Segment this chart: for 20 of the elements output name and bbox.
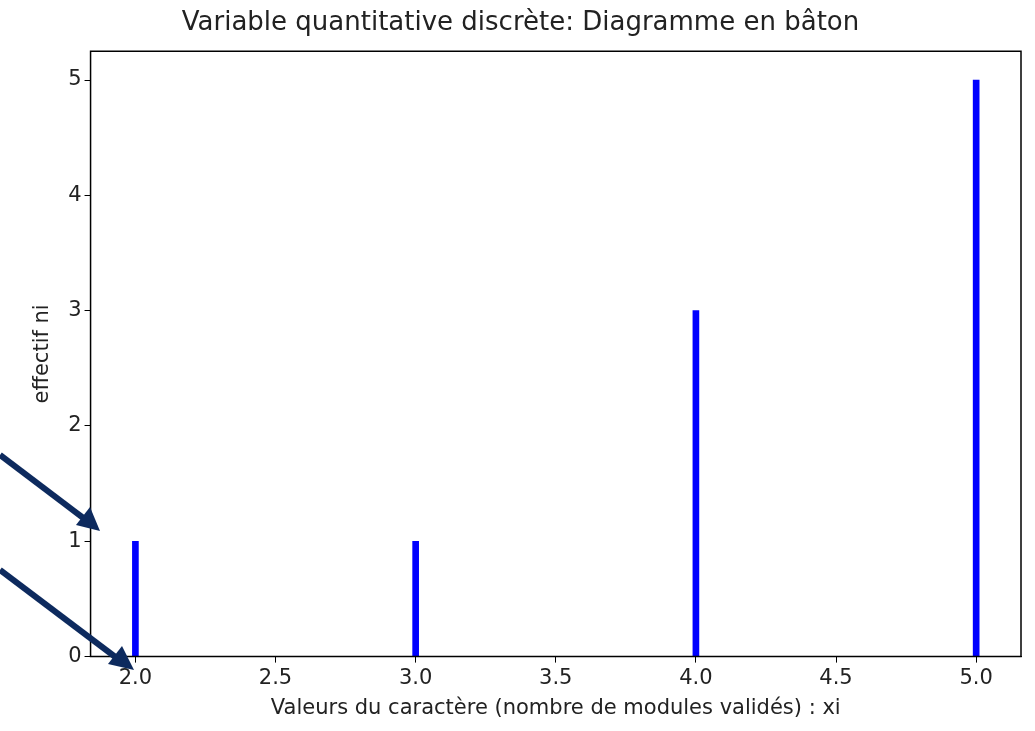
y-tick-label: 5 — [68, 66, 82, 91]
bar — [412, 540, 419, 657]
x-tick-label: 2.5 — [258, 664, 293, 689]
y-tick-label: 2 — [68, 412, 82, 437]
y-tick-label: 3 — [68, 297, 82, 322]
x-tick-label: 4.5 — [819, 664, 853, 689]
y-tick-label: 1 — [68, 527, 82, 552]
x-tick-label: 4.0 — [679, 664, 713, 689]
y-tick-label: 4 — [68, 181, 82, 206]
x-axis-title: Valeurs du caractère (nombre de modules validés) : xi — [270, 694, 841, 719]
x-tick-label: 2.0 — [118, 664, 153, 689]
bar — [972, 79, 980, 657]
x-tick-label: 5.0 — [959, 664, 993, 689]
bar — [132, 540, 139, 657]
x-tick-label: 3.5 — [539, 664, 573, 689]
y-tick-label: 0 — [68, 643, 82, 668]
chart-title: Variable quantitative discrète: Diagramme en bâton — [181, 6, 860, 37]
x-tick-label: 3.0 — [398, 664, 433, 689]
y-axis-title: effectif ni — [29, 304, 54, 404]
bar — [692, 310, 700, 657]
